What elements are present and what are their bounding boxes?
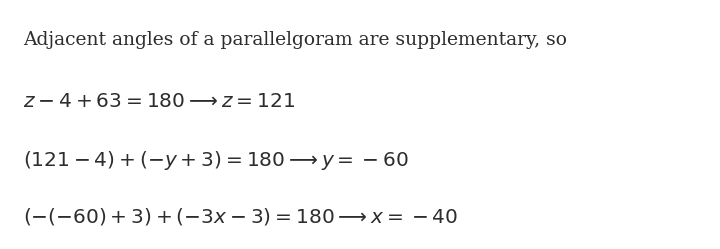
- Text: $(121 - 4) + (-y + 3) = 180 \longrightarrow y = -60$: $(121 - 4) + (-y + 3) = 180 \longrightar…: [23, 149, 408, 172]
- Text: $z - 4 + 63 = 180 \longrightarrow z = 121$: $z - 4 + 63 = 180 \longrightarrow z = 12…: [23, 92, 295, 112]
- Text: $(-(-60) + 3) + (-3x - 3) = 180 \longrightarrow x = -40$: $(-(-60) + 3) + (-3x - 3) = 180 \longrig…: [23, 206, 458, 227]
- Text: Adjacent angles of a parallelgoram are supplementary, so: Adjacent angles of a parallelgoram are s…: [23, 31, 567, 49]
